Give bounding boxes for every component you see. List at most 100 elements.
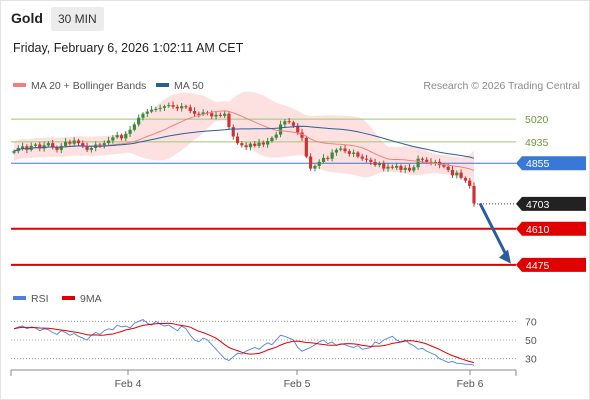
candle-body xyxy=(369,159,373,162)
candle xyxy=(321,154,326,164)
candle-body xyxy=(343,148,347,152)
candle-body xyxy=(132,124,136,130)
candle xyxy=(145,108,149,117)
candle xyxy=(244,142,248,150)
candle-body xyxy=(416,158,420,168)
candle xyxy=(364,154,369,163)
candle-body xyxy=(274,134,278,138)
candle-body xyxy=(76,140,81,144)
candle-body xyxy=(442,165,446,167)
candle xyxy=(382,160,386,172)
candle-body xyxy=(162,106,167,108)
candle xyxy=(167,102,171,108)
candle-body xyxy=(253,143,257,146)
candle-body xyxy=(425,159,429,162)
candle xyxy=(472,182,476,207)
candle-body xyxy=(235,136,240,144)
candle xyxy=(46,141,50,147)
candle xyxy=(175,104,179,112)
candle-body xyxy=(270,137,274,142)
candle xyxy=(339,145,343,152)
candle-body xyxy=(137,117,141,125)
candle-body xyxy=(403,167,407,170)
candle xyxy=(128,126,132,138)
candle-body xyxy=(468,180,472,186)
candle xyxy=(300,128,304,142)
level-tag-4855: 4855 xyxy=(516,156,586,171)
candle xyxy=(132,122,136,132)
candle xyxy=(266,137,270,148)
legend-rsi: RSI xyxy=(13,293,49,305)
candle xyxy=(20,142,25,151)
candle xyxy=(377,161,382,168)
candle-body xyxy=(352,152,356,154)
candle-body xyxy=(283,121,287,125)
candle xyxy=(463,176,468,183)
candle-body xyxy=(218,114,222,116)
level-label-5020: 5020 xyxy=(525,114,549,126)
candle-body xyxy=(373,161,377,166)
legend-rsi-ma-label: 9MA xyxy=(80,293,102,305)
candle-body xyxy=(455,172,459,176)
rsi-tick-label: 50 xyxy=(525,335,537,347)
candle xyxy=(162,104,167,112)
candle xyxy=(184,104,188,109)
candle xyxy=(223,110,227,119)
level-label-4935: 4935 xyxy=(525,137,549,149)
candle xyxy=(59,143,63,154)
candle xyxy=(334,148,339,156)
candle-body xyxy=(63,141,68,146)
candle xyxy=(395,162,399,170)
candle xyxy=(68,139,72,146)
candle-body xyxy=(472,185,476,204)
candle-body xyxy=(309,156,313,169)
candle-body xyxy=(154,108,158,110)
candle xyxy=(257,138,261,148)
candle xyxy=(343,144,347,154)
x-tick-label: Feb 5 xyxy=(284,378,311,390)
candle-body xyxy=(334,149,339,153)
candle xyxy=(72,137,76,147)
candle-body xyxy=(412,167,416,171)
candle xyxy=(214,111,218,120)
level-tag-4610: 4610 xyxy=(516,221,586,236)
candle xyxy=(102,140,106,149)
candle-body xyxy=(197,113,201,115)
candle-body xyxy=(68,141,72,144)
candle-body xyxy=(111,137,115,141)
candle xyxy=(231,124,235,140)
candle xyxy=(330,149,334,162)
level-label-4855: 4855 xyxy=(526,158,550,170)
candle xyxy=(89,145,93,153)
candle xyxy=(115,131,119,139)
candle-body xyxy=(339,148,343,150)
candle-body xyxy=(231,127,235,137)
forecast-arrow-shaft xyxy=(478,202,509,258)
candle-body xyxy=(347,151,351,154)
candle-body xyxy=(184,106,188,108)
candle-body xyxy=(72,140,76,144)
rsi-ma-swatch-icon xyxy=(62,296,75,301)
legend-ma20-label: MA 20 + Bollinger Bands xyxy=(31,80,147,92)
candle-body xyxy=(377,163,382,166)
ma50-line xyxy=(13,125,475,159)
candle xyxy=(261,140,265,148)
candle xyxy=(347,149,351,157)
timeframe-badge[interactable]: 30 MIN xyxy=(51,7,104,31)
candle xyxy=(137,114,141,127)
candle-body xyxy=(38,144,42,149)
candle-body xyxy=(51,143,55,148)
candle-body xyxy=(459,172,463,178)
level-label-4475: 4475 xyxy=(526,260,550,272)
candle-body xyxy=(223,113,227,116)
candle-body xyxy=(145,111,149,114)
timestamp: Friday, February 6, 2026 1:02:11 AM CET xyxy=(13,41,244,55)
rsi-swatch-icon xyxy=(13,296,26,301)
legend-ma20: MA 20 + Bollinger Bands xyxy=(13,80,146,92)
candle xyxy=(85,142,89,152)
candle-body xyxy=(167,105,171,107)
candle xyxy=(248,142,253,151)
candle xyxy=(192,107,197,117)
candle xyxy=(416,155,420,170)
candle xyxy=(317,159,321,170)
